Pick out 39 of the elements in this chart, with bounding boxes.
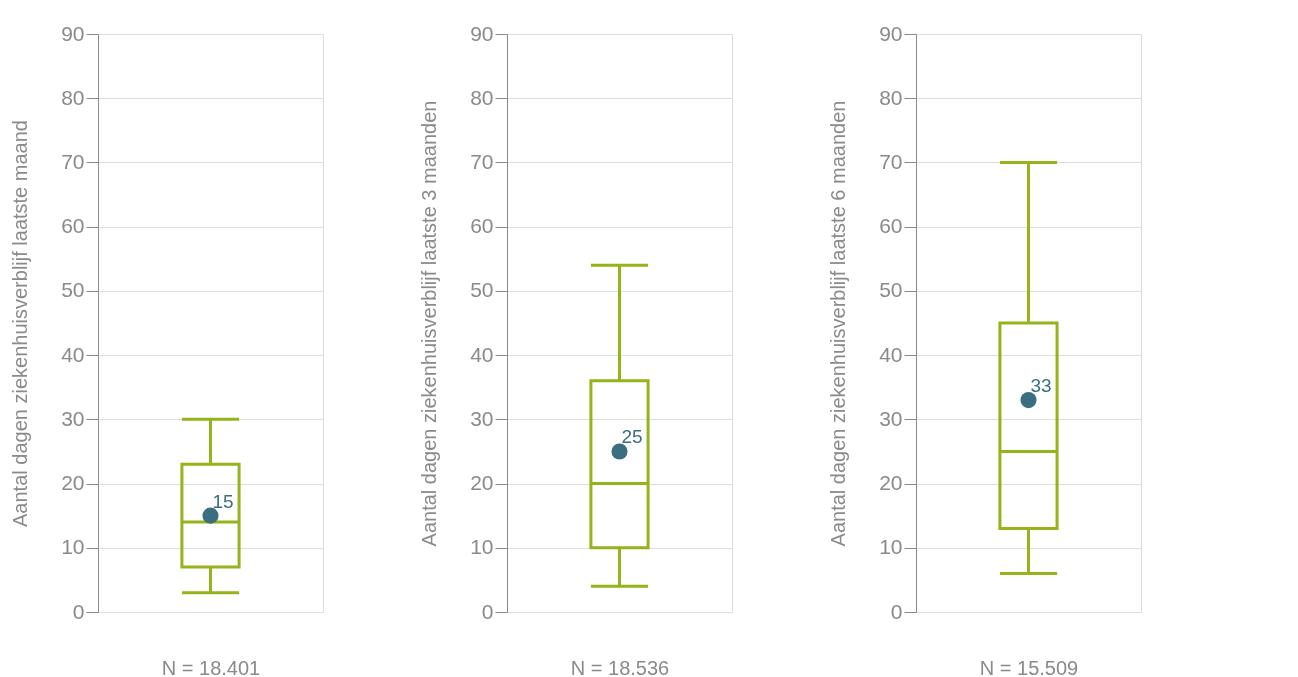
y-tick-label: 90: [879, 21, 903, 45]
y-tick-label: 80: [470, 85, 494, 109]
y-axis-title: Aantal dagen ziekenhuisverblijf laatste 3 maanden: [418, 100, 441, 547]
y-tick-label: 50: [879, 278, 903, 302]
y-tick-label: 50: [61, 278, 85, 302]
y-tick-label: 0: [481, 599, 494, 623]
x-axis-title: N = 18.536: [570, 656, 670, 677]
y-tick-label: 70: [879, 149, 903, 173]
y-tick-label: 20: [61, 471, 85, 495]
x-axis-title: N = 18.401: [161, 656, 261, 677]
y-tick-label: 60: [61, 214, 85, 238]
y-tick-label: 90: [470, 21, 494, 45]
y-tick-label: 70: [470, 149, 494, 173]
y-tick-label: 0: [890, 599, 903, 623]
y-tick-label: 20: [879, 471, 903, 495]
y-tick-label: 80: [879, 85, 903, 109]
y-tick-label: 60: [879, 214, 903, 238]
y-tick-label: 30: [61, 406, 85, 430]
y-tick-label: 40: [879, 342, 903, 366]
y-tick-label: 90: [61, 21, 85, 45]
y-axis-title: Aantal dagen ziekenhuisverblijf laatste maand: [9, 120, 32, 527]
y-tick-label: 10: [470, 535, 494, 559]
annotation: 25: [621, 426, 643, 448]
annotation: 33: [1030, 375, 1052, 397]
y-tick-label: 0: [72, 599, 85, 623]
x-axis-title: N = 15.509: [979, 656, 1079, 677]
y-axis-title: Aantal dagen ziekenhuisverblijf laatste 6 maanden: [827, 100, 850, 547]
y-tick-label: 60: [470, 214, 494, 238]
y-tick-label: 50: [470, 278, 494, 302]
y-tick-label: 40: [61, 342, 85, 366]
y-tick-label: 80: [61, 85, 85, 109]
y-tick-label: 70: [61, 149, 85, 173]
annotation: 15: [212, 490, 234, 512]
y-tick-label: 40: [470, 342, 494, 366]
y-tick-label: 20: [470, 471, 494, 495]
y-tick-label: 10: [61, 535, 85, 559]
y-tick-label: 30: [470, 406, 494, 430]
y-tick-label: 10: [879, 535, 903, 559]
y-tick-label: 30: [879, 406, 903, 430]
